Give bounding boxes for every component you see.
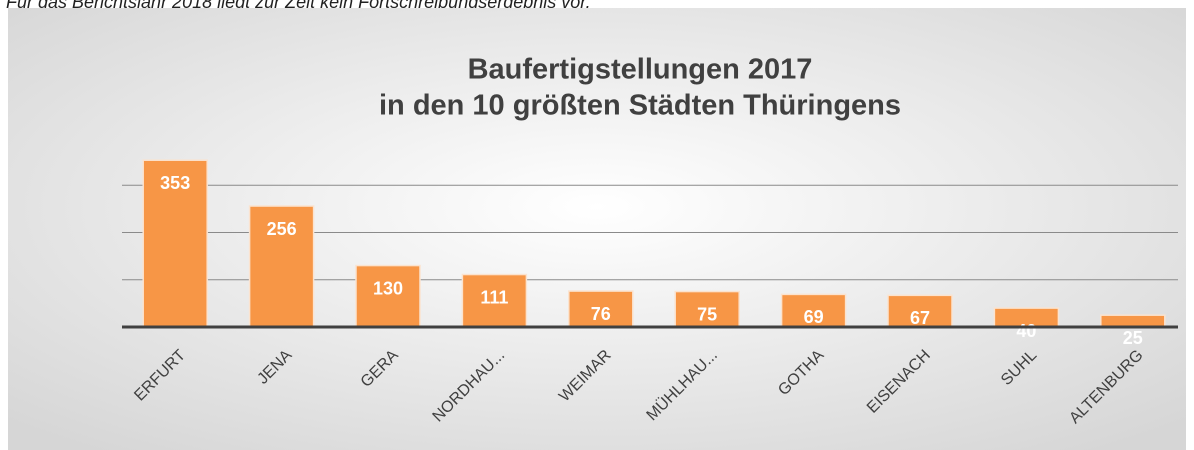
bar: [142, 159, 208, 328]
data-label: 353: [160, 173, 190, 193]
bar: [355, 264, 421, 328]
data-label: 75: [697, 304, 717, 324]
data-label: 111: [480, 287, 508, 307]
data-label: 40: [1016, 321, 1036, 341]
data-label: 256: [267, 219, 297, 239]
bar: [461, 273, 528, 328]
chart-title: Baufertigstellungen 2017: [468, 54, 813, 86]
data-label: 25: [1123, 328, 1143, 348]
bar: [780, 293, 847, 328]
data-label: 76: [591, 304, 611, 324]
bar: [568, 290, 634, 328]
bar: [248, 205, 315, 328]
bar: [1100, 314, 1166, 328]
chart-subtitle: in den 10 größten Städten Thüringens: [379, 90, 901, 122]
bar: [674, 290, 740, 328]
data-label: 67: [910, 308, 930, 328]
data-label: 130: [373, 278, 403, 298]
data-label: 69: [804, 307, 824, 327]
